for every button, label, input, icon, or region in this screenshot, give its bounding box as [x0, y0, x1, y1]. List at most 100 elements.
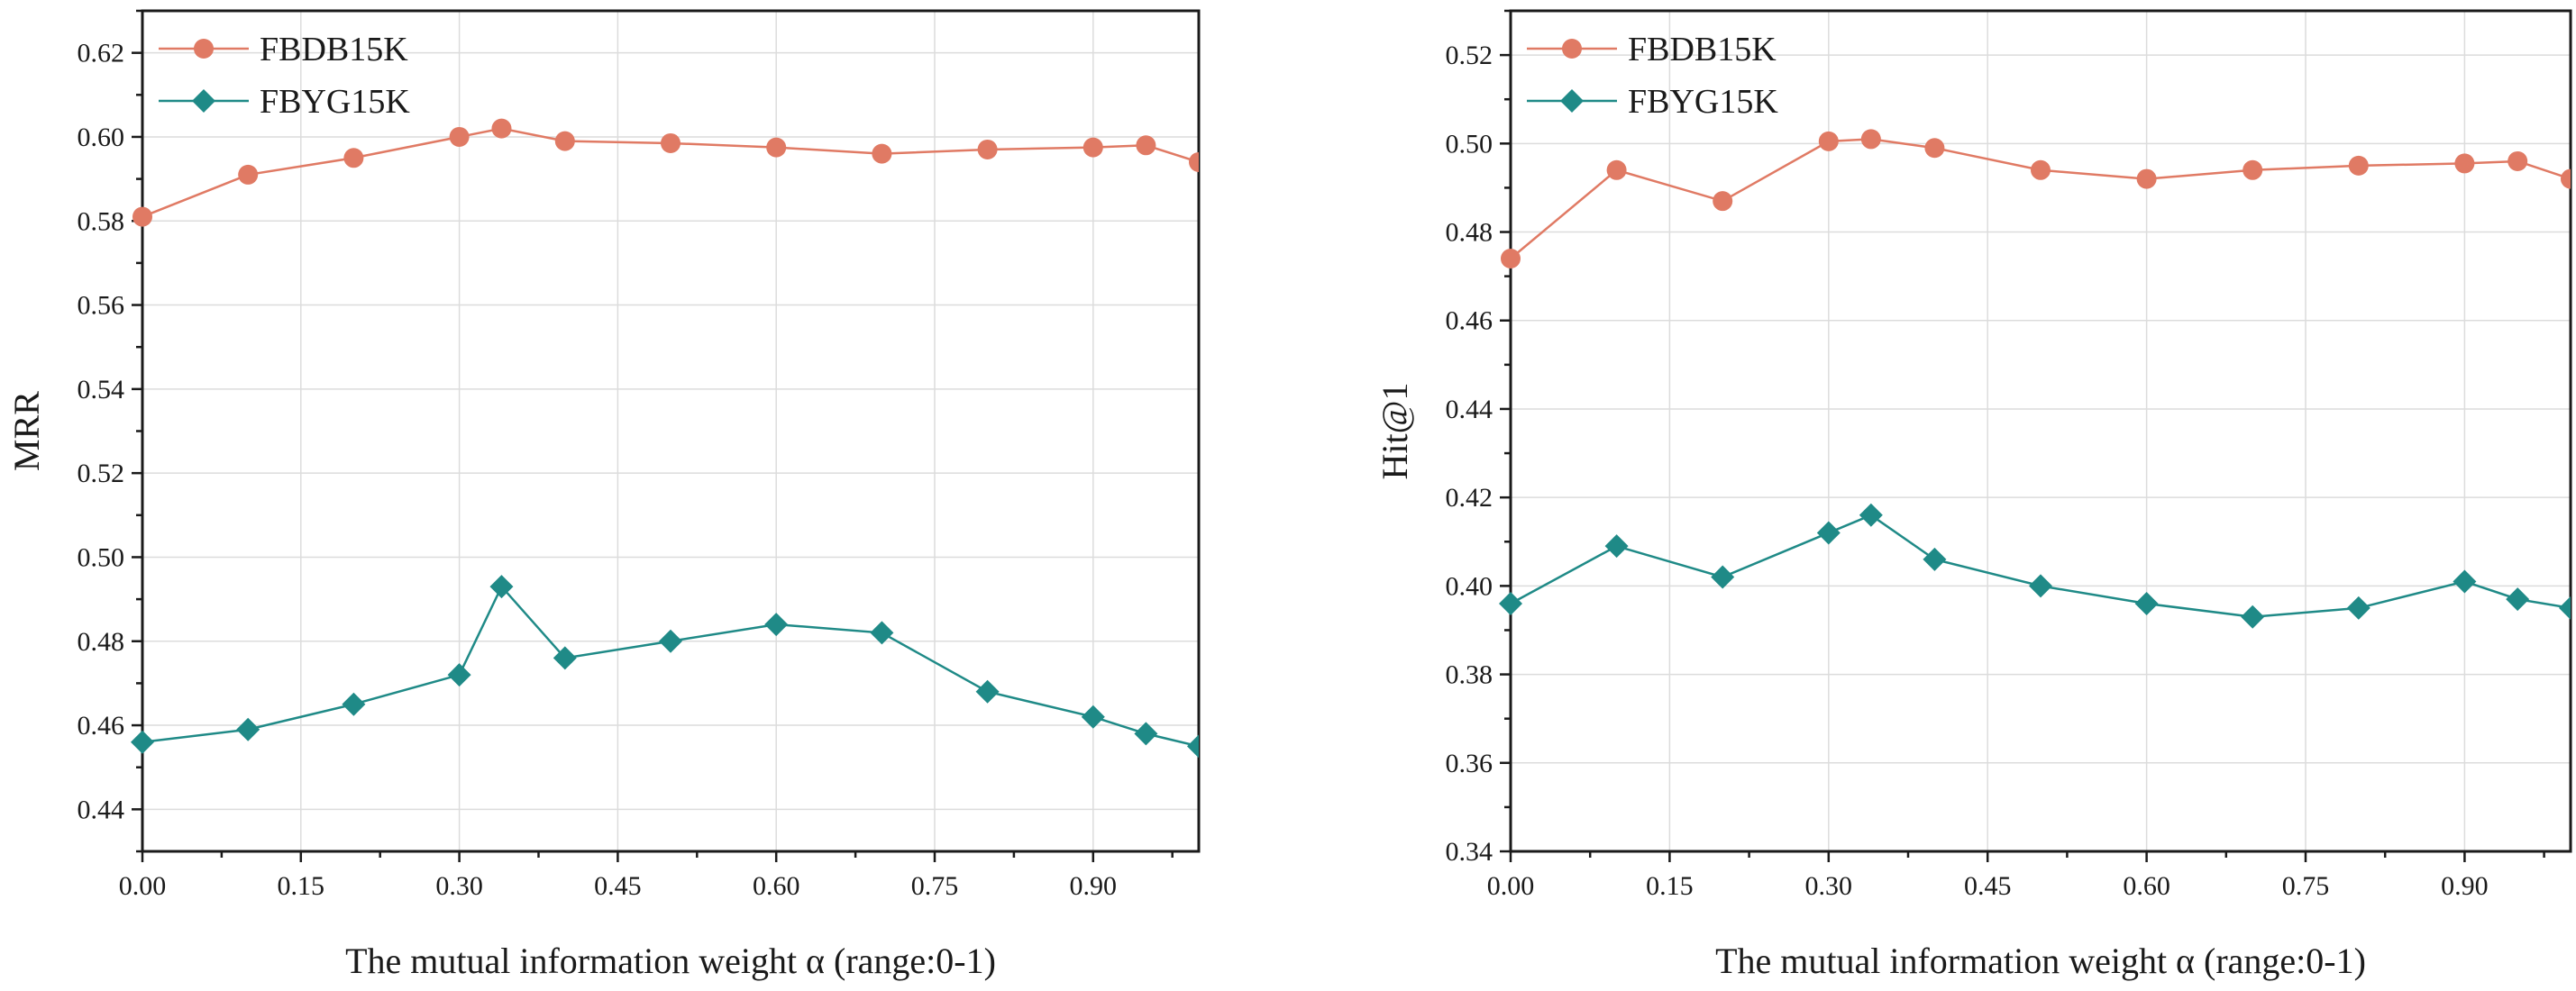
- data-point: [343, 148, 364, 168]
- y-tick-label: 0.52: [1446, 41, 1494, 70]
- data-point: [132, 206, 152, 227]
- data-point: [1606, 159, 1627, 180]
- x-tick-label: 0.60: [2123, 871, 2170, 901]
- x-tick-label: 0.00: [119, 871, 167, 901]
- series-fbyg15k: [131, 575, 1199, 759]
- legend: FBDB15K FBYG15K: [1527, 31, 1778, 121]
- x-tick-label: 0.30: [1805, 871, 1853, 901]
- legend-marker: [1560, 89, 1584, 113]
- data-point: [553, 646, 577, 670]
- legend-marker: [194, 39, 214, 59]
- y-tick-label: 0.62: [78, 39, 125, 68]
- data-point: [1187, 734, 1199, 759]
- data-point: [764, 613, 789, 637]
- x-tick-label: 0.75: [911, 871, 959, 901]
- data-point: [766, 137, 787, 158]
- legend-label: FBYG15K: [260, 83, 410, 121]
- data-point: [1859, 503, 1883, 527]
- data-point: [1604, 534, 1629, 559]
- y-tick-label: 0.38: [1446, 660, 1494, 690]
- data-point: [1081, 705, 1105, 729]
- y-tick-label: 0.44: [78, 795, 125, 824]
- data-point: [1134, 722, 1158, 746]
- y-tick-label: 0.46: [78, 711, 125, 741]
- chart-panel-mrr: 0.44 0.46 0.48 0.50 0.52 0.54 0.56 0.58 0.60 0.62…: [6, 9, 1201, 981]
- data-point: [2454, 153, 2475, 174]
- data-point: [236, 717, 260, 741]
- data-point: [1082, 137, 1103, 158]
- data-point: [1499, 592, 1522, 616]
- data-point: [1501, 248, 1521, 268]
- data-point: [1136, 135, 1156, 156]
- y-tick-label: 0.48: [1446, 218, 1494, 248]
- x-tick-label: 0.75: [2282, 871, 2330, 901]
- legend-marker: [1562, 39, 1582, 59]
- data-point: [2453, 569, 2477, 594]
- series-fbyg15k: [1499, 503, 2571, 629]
- y-tick-label: 0.46: [1446, 306, 1494, 336]
- y-tick-label: 0.50: [78, 542, 125, 572]
- y-tick-label: 0.34: [1446, 837, 1494, 867]
- y-axis-title: Hit@1: [1375, 383, 1415, 480]
- data-point: [2559, 596, 2571, 620]
- x-tick-label: 0.60: [753, 871, 800, 901]
- data-point: [491, 118, 512, 139]
- legend-label: FBDB15K: [260, 31, 408, 68]
- x-tick-label: 0.30: [435, 871, 483, 901]
- data-point: [2348, 155, 2369, 176]
- data-point: [449, 126, 470, 147]
- legend: FBDB15K FBYG15K: [159, 31, 410, 121]
- data-point: [1923, 547, 1947, 571]
- data-point: [2561, 168, 2571, 189]
- x-tick-label: 0.00: [1487, 871, 1535, 901]
- data-point: [872, 143, 892, 164]
- data-point: [2031, 159, 2051, 180]
- y-tick-label: 0.58: [78, 206, 125, 236]
- data-point: [1711, 565, 1735, 589]
- x-tick-label: 0.15: [278, 871, 325, 901]
- y-tick-label: 0.54: [78, 375, 125, 405]
- data-point: [977, 139, 998, 159]
- data-point: [1816, 521, 1841, 545]
- data-point: [447, 663, 471, 687]
- data-point: [131, 730, 154, 754]
- y-tick-label: 0.40: [1446, 571, 1494, 601]
- data-point: [2241, 605, 2265, 629]
- data-point: [2134, 592, 2159, 616]
- y-tick-label: 0.52: [78, 459, 125, 488]
- plot-frame: [1509, 9, 2572, 853]
- x-axis-title: The mutual information weight α (range:0…: [345, 941, 996, 981]
- data-point: [2136, 168, 2157, 189]
- legend-label: FBDB15K: [1628, 31, 1777, 68]
- data-point: [489, 575, 514, 599]
- data-point: [870, 621, 894, 645]
- data-point: [2506, 587, 2530, 612]
- data-point: [2346, 596, 2370, 620]
- x-tick-label: 0.90: [2441, 871, 2489, 901]
- data-point: [1860, 129, 1881, 150]
- y-tick-label: 0.60: [78, 123, 125, 152]
- y-tick-label: 0.36: [1446, 749, 1494, 778]
- x-tick-label: 0.15: [1646, 871, 1694, 901]
- series-fbdb15k: [132, 118, 1199, 227]
- y-axis-title: MRR: [6, 391, 47, 471]
- y-tick-label: 0.42: [1446, 483, 1494, 513]
- y-tick-label: 0.50: [1446, 129, 1494, 159]
- legend-marker: [192, 89, 215, 113]
- data-point: [1924, 138, 1945, 159]
- x-tick-label: 0.45: [1964, 871, 2012, 901]
- data-point: [1818, 131, 1839, 151]
- data-point: [342, 692, 366, 716]
- y-tick-label: 0.48: [78, 627, 125, 657]
- data-point: [238, 164, 259, 185]
- data-point: [975, 679, 1000, 704]
- data-point: [659, 629, 682, 653]
- series-fbdb15k: [1501, 129, 2571, 268]
- data-point: [1713, 191, 1733, 212]
- data-point: [2029, 574, 2052, 598]
- data-point: [2507, 150, 2528, 171]
- data-point: [2243, 159, 2263, 180]
- y-tick-label: 0.44: [1446, 395, 1494, 424]
- data-point: [554, 131, 575, 151]
- legend-label: FBYG15K: [1628, 83, 1778, 121]
